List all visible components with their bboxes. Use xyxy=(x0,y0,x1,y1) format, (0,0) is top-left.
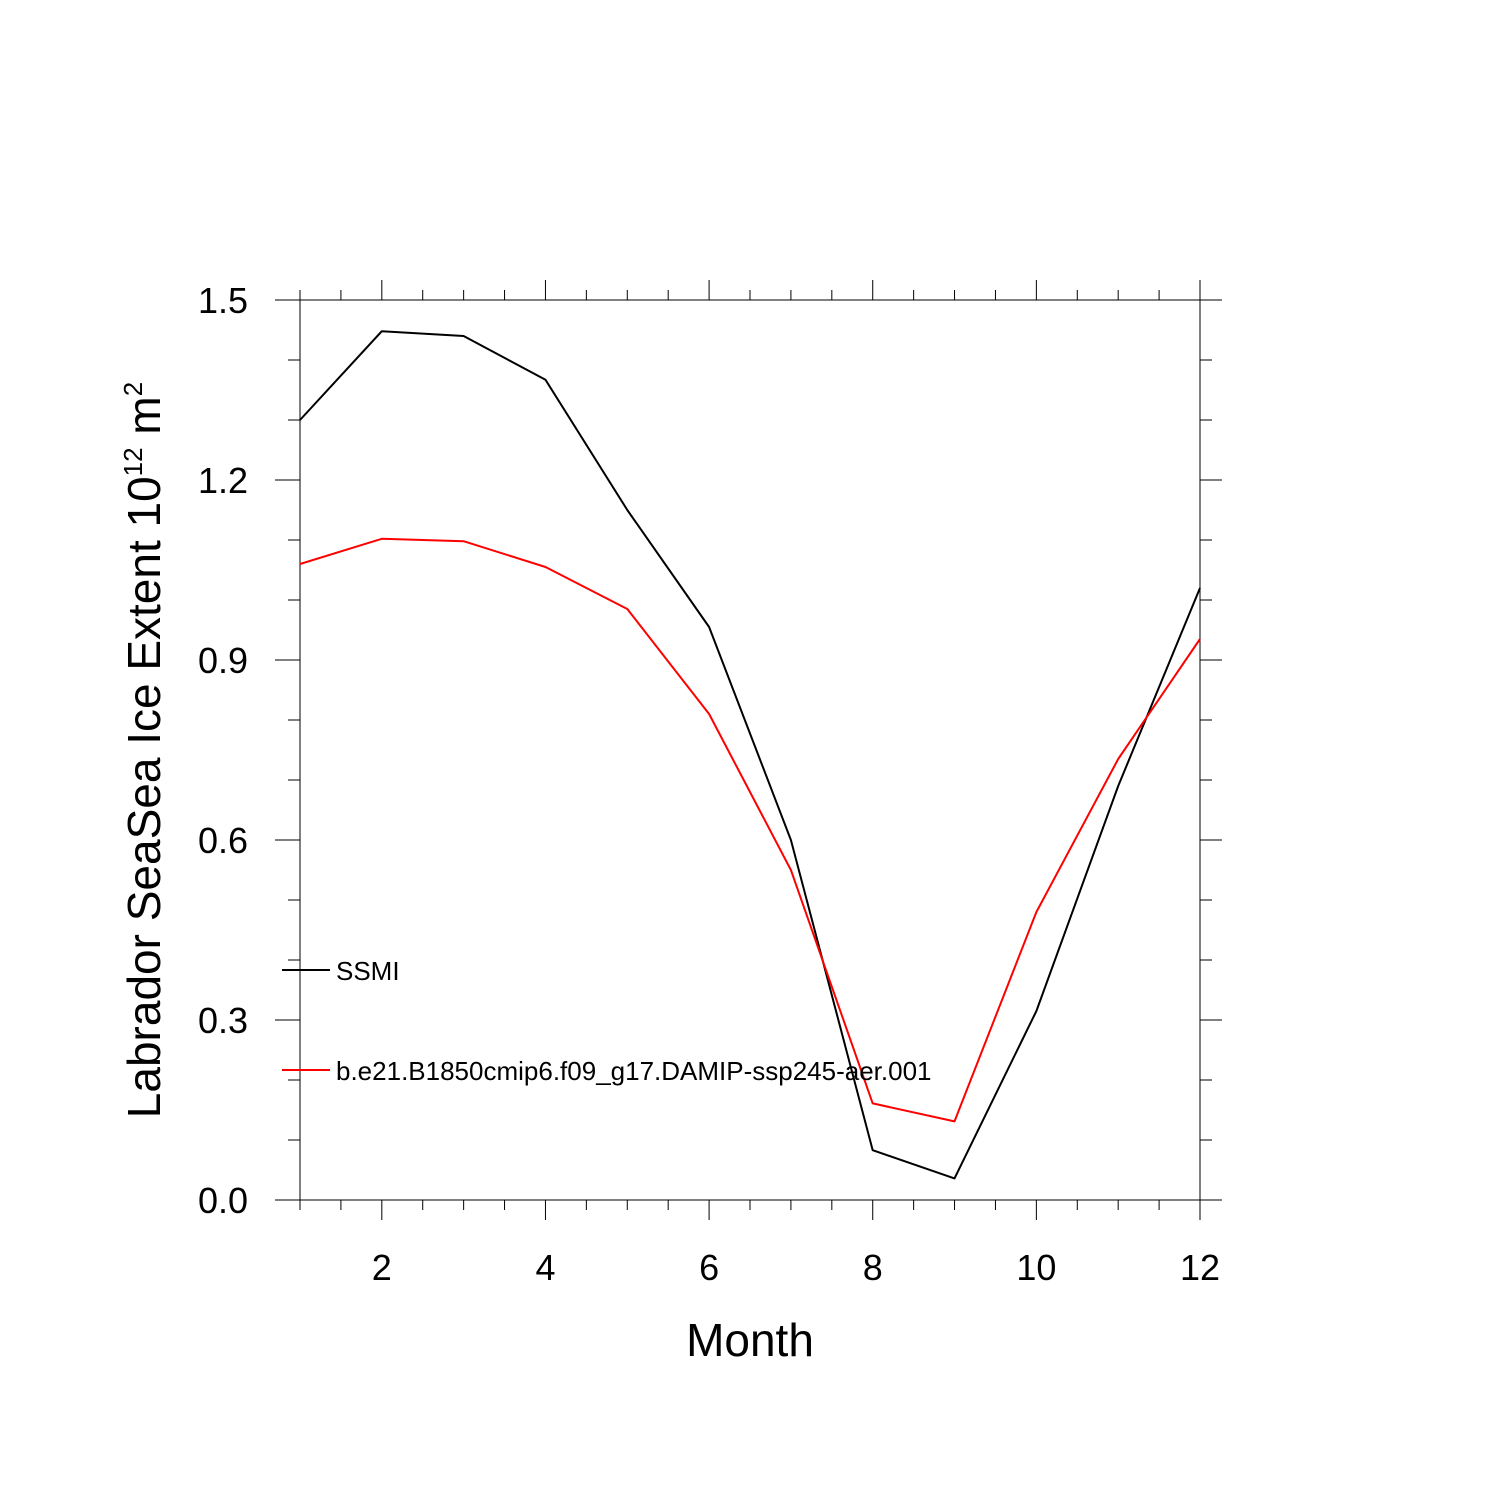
series-line-1 xyxy=(299,537,1201,1123)
y-tick-label: 0.3 xyxy=(198,1000,248,1041)
x-tick-label: 2 xyxy=(372,1247,392,1288)
series-line-0 xyxy=(299,330,1201,1180)
y-tick-label: 1.2 xyxy=(198,460,248,501)
y-tick-label: 1.5 xyxy=(198,280,248,321)
x-tick-label: 12 xyxy=(1180,1247,1220,1288)
legend-label-0: SSMI xyxy=(336,956,400,986)
series-lines xyxy=(299,330,1201,1180)
y-axis-title: Labrador SeaSea Ice Extent 1012 m2 xyxy=(118,382,170,1118)
x-tick-label: 4 xyxy=(535,1247,555,1288)
y-tick-label: 0.0 xyxy=(198,1180,248,1221)
legend-label-1: b.e21.B1850cmip6.f09_g17.DAMIP-ssp245-ae… xyxy=(336,1056,932,1086)
x-tick-label: 8 xyxy=(863,1247,883,1288)
y-axis-title-exponent: 12 xyxy=(118,447,148,476)
axis-ticks xyxy=(275,280,1222,1220)
x-axis-title: Month xyxy=(686,1314,814,1366)
tick-labels: 2 4 6 8 10 12 0.0 0.3 0.6 0.9 1.2 1.5 xyxy=(198,280,1220,1288)
x-tick-label: 6 xyxy=(699,1247,719,1288)
y-tick-label: 0.6 xyxy=(198,820,248,861)
y-axis-title-unit: m xyxy=(118,396,170,447)
y-axis-title-text: Labrador SeaSea Ice Extent 10 xyxy=(118,476,170,1118)
y-axis-title-unit-exponent: 2 xyxy=(118,382,148,396)
legend: SSMI b.e21.B1850cmip6.f09_g17.DAMIP-ssp24… xyxy=(282,956,932,1086)
x-tick-label: 10 xyxy=(1016,1247,1056,1288)
y-tick-label: 0.9 xyxy=(198,640,248,681)
